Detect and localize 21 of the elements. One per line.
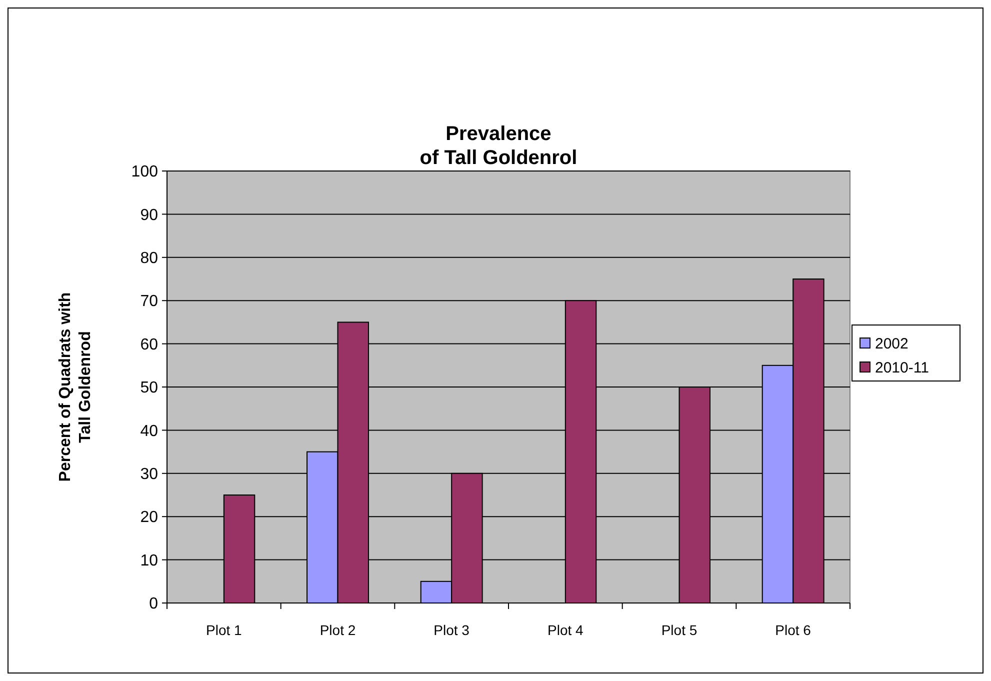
x-tick-label: Plot 1 bbox=[206, 622, 242, 638]
x-tick-label: Plot 4 bbox=[548, 622, 584, 638]
x-tick-label: Plot 5 bbox=[661, 622, 698, 638]
chart-title: Prevalence of Tall Goldenrol bbox=[420, 123, 578, 169]
x-tick-label: Plot 6 bbox=[775, 622, 812, 638]
legend-label: 2002 bbox=[875, 335, 908, 352]
y-tick-label: 0 bbox=[149, 596, 158, 613]
legend-label: 2010-11 bbox=[875, 359, 929, 376]
y-tick-label: 10 bbox=[140, 552, 158, 570]
y-tick-label: 60 bbox=[140, 336, 158, 354]
x-tick-label: Plot 3 bbox=[434, 622, 470, 638]
y-tick-label: 30 bbox=[140, 466, 158, 483]
y-tick-label: 40 bbox=[140, 422, 158, 440]
y-tick-label: 80 bbox=[140, 250, 158, 267]
x-tick-label: Plot 2 bbox=[320, 622, 356, 638]
y-tick-label: 100 bbox=[131, 164, 158, 181]
y-tick-label: 50 bbox=[140, 380, 158, 397]
y-tick-label: 90 bbox=[140, 206, 158, 224]
y-axis-title: Percent of Quadrats with Tall Goldenrod bbox=[57, 292, 94, 482]
y-tick-label: 20 bbox=[140, 509, 158, 526]
y-tick-label: 70 bbox=[140, 293, 158, 310]
